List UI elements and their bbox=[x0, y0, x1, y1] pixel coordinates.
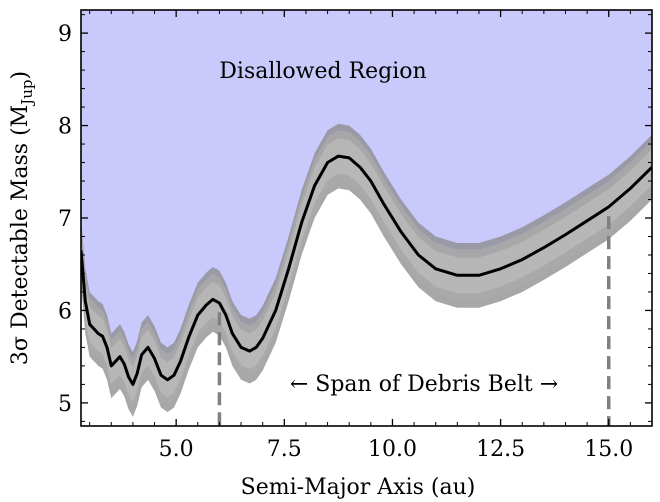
y-tick-label: 8 bbox=[58, 115, 72, 140]
x-tick-label: 12.5 bbox=[476, 437, 525, 462]
disallowed-region-label: Disallowed Region bbox=[219, 59, 426, 84]
x-axis-label: Semi-Major Axis (au) bbox=[241, 475, 476, 500]
plot-frame bbox=[80, 9, 653, 427]
y-tick-label: 5 bbox=[58, 392, 72, 417]
y-tick-label: 9 bbox=[58, 22, 72, 47]
y-axis-label-close: ) bbox=[8, 71, 33, 80]
x-tick-label: 15.0 bbox=[584, 437, 633, 462]
y-axis-label-main: 3σ Detectable Mass (M bbox=[8, 105, 33, 365]
y-tick-label: 6 bbox=[58, 299, 72, 324]
uncertainty-band-inner bbox=[81, 138, 652, 403]
y-axis-label-subscript: Jup bbox=[18, 80, 36, 107]
y-axis-label: 3σ Detectable Mass (MJup) bbox=[8, 71, 36, 365]
x-tick-label: 10.0 bbox=[368, 437, 417, 462]
debris-belt-span-label: ← Span of Debris Belt → bbox=[290, 372, 558, 397]
detection-limit-curve bbox=[81, 154, 652, 386]
x-tick-label: 5.0 bbox=[159, 437, 194, 462]
y-tick-label: 7 bbox=[58, 207, 72, 232]
x-tick-label: 7.5 bbox=[267, 437, 302, 462]
